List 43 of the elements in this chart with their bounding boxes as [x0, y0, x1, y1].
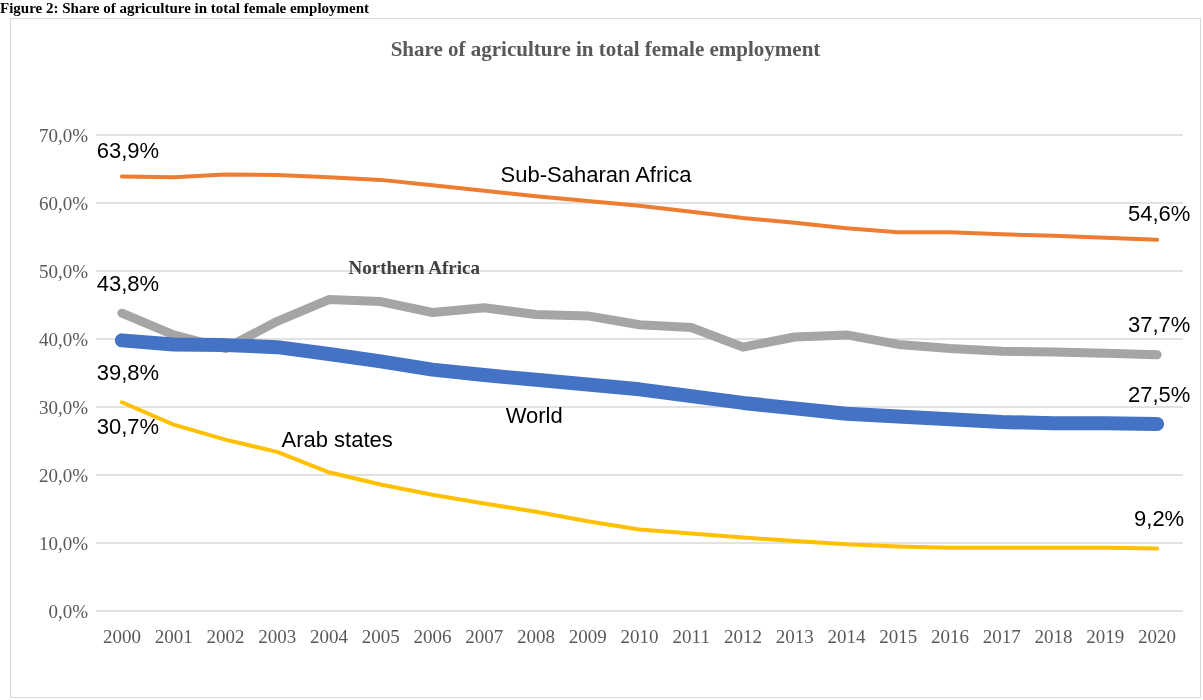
y-tick-label: 60,0%: [38, 192, 89, 214]
x-tick-label: 2013: [775, 626, 814, 647]
x-tick-label: 2017: [982, 626, 1021, 647]
x-tick-label: 2015: [879, 626, 918, 647]
series-label: Northern Africa: [348, 257, 481, 279]
data-label: 27,5%: [1127, 381, 1191, 407]
data-label: 9,2%: [1134, 505, 1185, 531]
x-tick-label: 2004: [309, 626, 349, 647]
data-label: 54,6%: [1127, 201, 1191, 227]
data-label: 43,8%: [96, 270, 160, 296]
y-tick-label: 40,0%: [38, 328, 89, 350]
data-label: 37,7%: [1127, 312, 1191, 338]
y-tick-label: 10,0%: [38, 532, 89, 554]
x-tick-label: 2019: [1086, 626, 1125, 647]
data-label: 30,7%: [96, 413, 160, 439]
caption: Figure 2: Share of agriculture in total female employment: [0, 0, 370, 17]
y-tick-label: 70,0%: [38, 124, 89, 146]
series-label: Sub-Saharan Africa: [500, 161, 693, 187]
x-tick-label: 2006: [413, 626, 452, 647]
y-tick-label: 50,0%: [38, 260, 89, 282]
x-tick-label: 2014: [827, 626, 867, 647]
data-label: 39,8%: [96, 359, 160, 385]
x-tick-label: 2008: [516, 626, 555, 647]
x-tick-label: 2009: [568, 626, 607, 647]
x-tick-label: 2010: [620, 626, 659, 647]
x-tick-label: 2007: [465, 626, 504, 647]
y-tick-label: 30,0%: [38, 396, 89, 418]
y-tick-label: 0,0%: [48, 600, 89, 622]
x-tick-label: 2000: [102, 626, 141, 647]
x-tick-label: 2016: [931, 626, 970, 647]
x-tick-label: 2002: [206, 626, 245, 647]
x-tick-label: 2012: [724, 626, 763, 647]
y-tick-label: 20,0%: [38, 464, 89, 486]
x-tick-label: 2011: [672, 626, 710, 647]
x-tick-label: 2018: [1034, 626, 1073, 647]
chart-title: Share of agriculture in total female employment: [390, 36, 821, 61]
x-tick-label: 2001: [154, 626, 193, 647]
x-tick-label: 2005: [361, 626, 400, 647]
x-tick-label: 2003: [258, 626, 297, 647]
series-label: World: [505, 402, 563, 428]
data-label: 63,9%: [96, 137, 160, 163]
x-tick-label: 2020: [1138, 626, 1177, 647]
series-label: Arab states: [281, 427, 393, 453]
